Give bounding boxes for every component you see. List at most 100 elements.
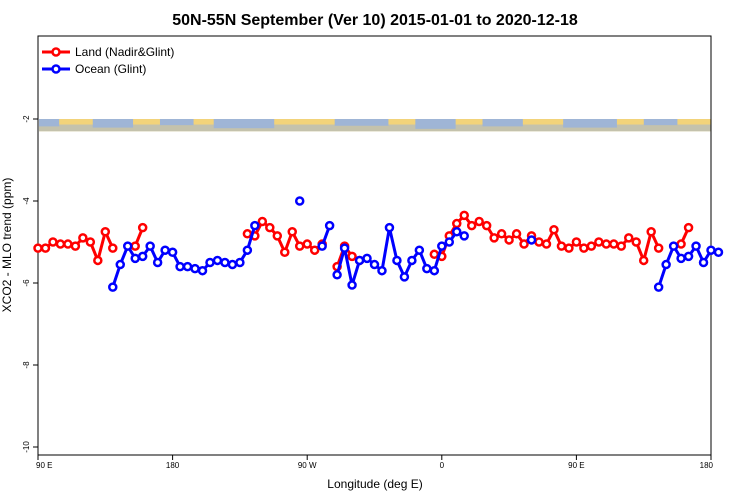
ocean-point-3-12 [422, 263, 432, 274]
land-point-2-9 [309, 245, 320, 255]
map-strip-ocean-8 [643, 119, 678, 126]
y-axis: -2 -4 -6 -8 -10 [22, 115, 38, 453]
map-strip-ocean-4 [334, 119, 389, 126]
land-point-4-4 [459, 210, 469, 221]
y-tick-label-1: -4 [22, 197, 31, 205]
ocean-point-0-12 [197, 265, 208, 276]
ocean-point-3-17 [459, 231, 469, 241]
y-tick-label-3: -8 [22, 361, 31, 369]
land-point-4-11 [511, 229, 522, 239]
x-tick-label-1: 180 [166, 461, 180, 470]
y-tick-label-2: -6 [22, 279, 31, 287]
ocean-point-3-16 [452, 227, 462, 237]
ocean-point-3-0 [332, 270, 342, 280]
ocean-point-5-1 [661, 259, 671, 270]
ocean-point-3-2 [347, 280, 357, 290]
land-point-4-18 [564, 243, 574, 253]
land-point-2-0 [242, 229, 253, 239]
land-point-0-2 [48, 237, 58, 247]
land-point-4-8 [489, 233, 499, 243]
y-tick-label-4: -10 [22, 441, 31, 453]
chart-title: 50N-55N September (Ver 10) 2015-01-01 to… [172, 12, 578, 29]
map-strip-ocean-2 [159, 119, 194, 126]
land-point-2-4 [272, 231, 283, 241]
ocean-point-5-4 [683, 251, 694, 262]
ocean-point-3-1 [339, 243, 350, 253]
land-point-4-12 [519, 239, 529, 249]
ocean-point-0-7 [160, 245, 170, 255]
map-strip-ocean-5 [415, 119, 456, 129]
legend-ocean-marker [51, 64, 61, 74]
land-point-0-0 [33, 243, 43, 253]
ocean-point-3-4 [362, 253, 372, 264]
land-point-3-2 [347, 251, 357, 262]
y-axis-label: XCO2 - MLO trend (ppm) [0, 178, 14, 313]
land-point-2-5 [280, 247, 290, 257]
map-strip-ocean-lower [39, 124, 711, 132]
ocean-point-0-1 [115, 259, 126, 270]
map-strip-ocean-0 [39, 119, 60, 127]
land-point-0-5 [70, 241, 81, 251]
land-point-2-7 [294, 241, 305, 251]
land-point-4-26 [623, 233, 634, 243]
land-point-4-10 [504, 235, 514, 245]
land-point-4-29 [646, 227, 656, 237]
land-point-4-3 [452, 218, 462, 229]
ocean-point-0-19 [250, 220, 260, 231]
ocean-point-0-4 [137, 251, 148, 262]
land-point-0-9 [100, 227, 111, 237]
x-tick-label-5: 180 [700, 461, 714, 470]
ocean-point-5-0 [653, 282, 664, 292]
ocean-point-4-0 [526, 235, 537, 245]
legend: Land (Nadir&Glint) Ocean (Glint) [42, 45, 174, 76]
ocean-point-0-10 [182, 261, 193, 272]
map-strip-ocean-3 [213, 119, 275, 129]
land-point-4-19 [571, 237, 582, 247]
map-strip-ocean-7 [563, 119, 617, 128]
land-point-4-20 [579, 243, 589, 253]
x-tick-label-0: 90 E [36, 461, 52, 470]
series-ocean [108, 196, 724, 292]
ocean-point-5-5 [691, 241, 701, 251]
land-point-4-15 [541, 239, 552, 249]
ocean-point-3-9 [399, 272, 410, 282]
ocean-point-0-13 [205, 257, 215, 268]
land-point-4-27 [631, 237, 641, 247]
land-point-2-8 [302, 239, 312, 249]
land-point-4-16 [549, 224, 559, 235]
land-point-4-22 [594, 237, 604, 247]
land-point-0-4 [63, 239, 73, 249]
x-tick-label-3: 0 [440, 461, 445, 470]
ocean-point-0-11 [190, 263, 200, 274]
ocean-point-0-0 [108, 282, 118, 292]
ocean-point-0-6 [152, 257, 163, 268]
land-point-4-7 [481, 220, 492, 231]
map-strip [39, 119, 711, 132]
map-strip-ocean-6 [482, 119, 523, 127]
land-point-5-1 [683, 222, 694, 233]
ocean-point-5-2 [668, 241, 679, 251]
ocean-point-0-8 [167, 247, 178, 257]
land-point-4-9 [496, 229, 507, 239]
land-point-4-30 [653, 243, 664, 253]
ocean-point-3-10 [407, 255, 417, 266]
ocean-point-3-6 [377, 265, 387, 276]
land-point-4-28 [638, 255, 649, 266]
map-strip-ocean-1 [92, 119, 134, 128]
ocean-point-5-8 [713, 247, 724, 257]
land-point-4-5 [466, 220, 477, 231]
land-point-4-0 [429, 249, 440, 260]
land-point-4-21 [586, 241, 597, 251]
land-point-0-8 [93, 255, 103, 266]
ocean-point-3-5 [369, 259, 380, 270]
land-point-0-6 [78, 233, 88, 243]
x-axis: 90 E 180 90 W 0 90 E 180 [36, 455, 714, 470]
legend-land-marker [51, 47, 61, 57]
x-axis-label: Longitude (deg E) [327, 477, 422, 491]
land-point-4-6 [474, 216, 484, 227]
legend-ocean-label: Ocean (Glint) [75, 62, 146, 76]
ocean-point-3-7 [384, 222, 395, 233]
ocean-point-0-17 [235, 257, 245, 268]
land-point-1-1 [137, 222, 148, 233]
ocean-point-3-13 [429, 265, 440, 276]
